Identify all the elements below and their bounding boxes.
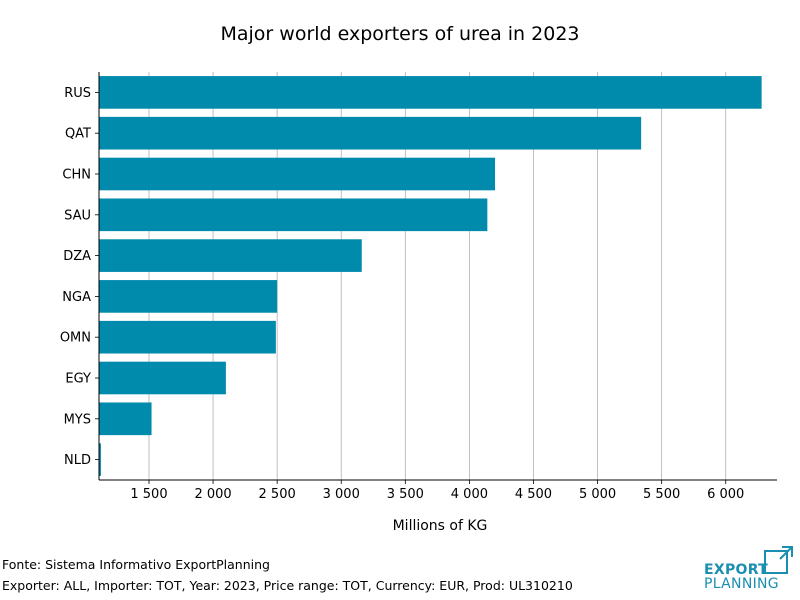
bar-rus bbox=[99, 76, 762, 109]
y-tick-label: DZA bbox=[63, 249, 91, 264]
logo-line-2: PLANNING bbox=[704, 576, 779, 592]
x-tick-label: 4 000 bbox=[451, 487, 488, 502]
y-tick-label: NGA bbox=[62, 290, 91, 305]
y-tick-label: RUS bbox=[64, 86, 91, 101]
bar-qat bbox=[99, 116, 642, 150]
x-tick-label: 1 500 bbox=[130, 487, 167, 502]
bar-sau bbox=[99, 198, 488, 232]
logo-mark-icon bbox=[764, 546, 793, 574]
logo-line-1: EXPORT bbox=[704, 562, 769, 578]
bar-nld bbox=[99, 443, 101, 476]
y-tick-label: MYS bbox=[64, 412, 91, 427]
y-tick-label: EGY bbox=[65, 372, 91, 387]
y-tick-label: OMN bbox=[60, 331, 91, 346]
bar-nga bbox=[99, 280, 278, 313]
y-tick-label: CHN bbox=[62, 168, 91, 183]
y-tick-label: SAU bbox=[64, 208, 91, 223]
x-tick-label: 6 000 bbox=[707, 487, 744, 502]
axes: 1 500 2 000 2 500 3 000 3 500 4 000 4 500 5 000… bbox=[60, 72, 777, 502]
x-tick-label: 3 000 bbox=[323, 487, 360, 502]
x-axis-label: Millions of KG bbox=[393, 518, 488, 534]
x-tick-label: 5 500 bbox=[643, 487, 680, 502]
x-tick-label: 5 000 bbox=[579, 487, 616, 502]
x-tick-label: 3 500 bbox=[387, 487, 424, 502]
y-tick-label: NLD bbox=[64, 453, 91, 468]
x-tick-label: 2 000 bbox=[194, 487, 231, 502]
bar-mys bbox=[99, 402, 152, 436]
x-tick-label: 2 500 bbox=[259, 487, 296, 502]
bar-egy bbox=[99, 361, 226, 395]
bar-omn bbox=[99, 320, 276, 354]
bar-dza bbox=[99, 239, 362, 272]
exportplanning-logo: EXPORT PLANNING bbox=[704, 546, 796, 594]
source-note: Fonte: Sistema Informativo ExportPlannin… bbox=[2, 557, 270, 572]
chart-title: Major world exporters of urea in 2023 bbox=[220, 23, 579, 45]
bar-chn bbox=[99, 157, 496, 191]
x-tick-label: 4 500 bbox=[515, 487, 552, 502]
bars bbox=[99, 76, 762, 476]
filter-note: Exporter: ALL, Importer: TOT, Year: 2023… bbox=[2, 578, 573, 593]
y-tick-label: QAT bbox=[65, 127, 91, 142]
